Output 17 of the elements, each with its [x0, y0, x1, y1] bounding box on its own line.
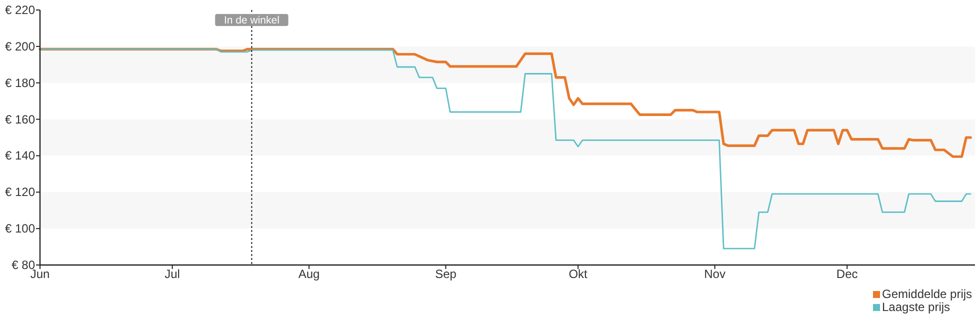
x-tick-label: Dec: [836, 267, 858, 281]
ref-line-label: In de winkel: [224, 14, 280, 26]
x-tick-label: Sep: [435, 267, 457, 281]
y-tick-label: € 200: [4, 39, 36, 54]
x-tick-label: Okt: [568, 267, 588, 281]
x-tick-label: Nov: [704, 267, 726, 281]
y-tick-label: € 120: [4, 185, 36, 200]
x-tick-label: Aug: [298, 267, 320, 281]
y-tick-label: € 160: [4, 112, 36, 126]
legend-label: Gemiddelde prijs: [882, 287, 972, 301]
y-tick-label: € 100: [4, 222, 36, 236]
legend-label: Laagste prijs: [882, 300, 950, 314]
x-tick-label: Jul: [164, 267, 180, 281]
line-series: [39, 48, 972, 250]
y-tick-label: € 220: [4, 3, 36, 17]
y-tick-label: € 140: [4, 148, 36, 163]
y-tick-label: € 180: [4, 76, 36, 90]
